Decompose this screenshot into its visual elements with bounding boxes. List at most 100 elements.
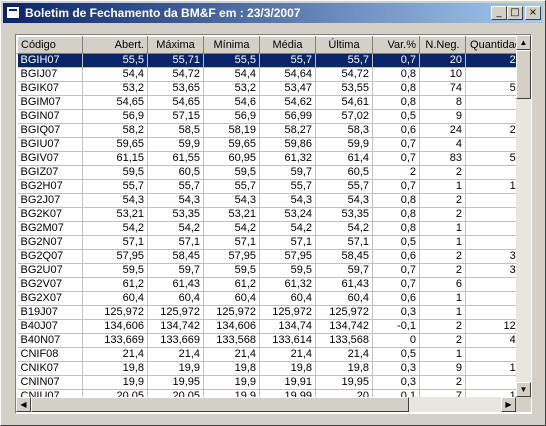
- table-cell: 1: [419, 305, 466, 320]
- table-cell: 0,6: [372, 291, 420, 306]
- close-button[interactable]: ×: [525, 6, 541, 20]
- table-cell: 0,8: [372, 81, 420, 96]
- table-cell: 57,02: [315, 109, 373, 124]
- data-grid[interactable]: Código Abert. Máxima Mínima Média Última Var.%…: [17, 36, 516, 397]
- table-cell: 4: [419, 137, 466, 152]
- table-cell: 133,669: [82, 333, 148, 348]
- quotes-table: Código Abert. Máxima Mínima Média Última Var.%…: [17, 36, 516, 397]
- table-cell: 60,95: [203, 151, 260, 166]
- table-cell: 83: [419, 151, 466, 166]
- table-cell: 9: [419, 109, 466, 124]
- table-cell: 0,3: [372, 361, 420, 376]
- horizontal-scrollbar[interactable]: ◀ ▶: [16, 397, 516, 412]
- column-header[interactable]: Última: [315, 36, 373, 54]
- table-cell: 56,9: [82, 109, 148, 124]
- table-cell: 210: [465, 123, 516, 138]
- table-row[interactable]: B19J07 125,972 125,972 125,972 125,972 125,97…: [17, 305, 516, 320]
- column-header[interactable]: Média: [259, 36, 316, 54]
- table-cell: CNIN07: [17, 375, 83, 390]
- table-cell: 1: [419, 179, 466, 194]
- table-cell: 33: [465, 95, 516, 110]
- table-cell: 15: [465, 221, 516, 236]
- vertical-scrollbar[interactable]: ▲ ▼: [516, 35, 531, 397]
- table-cell: 0,8: [372, 67, 420, 82]
- table-row[interactable]: B40N07 133,669 133,669 133,568 133,614 133,56…: [17, 333, 516, 348]
- table-cell: 57,1: [315, 235, 373, 250]
- minimize-button[interactable]: _: [491, 6, 507, 20]
- table-cell: 61,2: [203, 277, 260, 292]
- table-cell: 54,65: [147, 95, 204, 110]
- table-cell: 54,3: [259, 193, 316, 208]
- app-icon[interactable]: [6, 6, 20, 19]
- table-cell: 9: [419, 361, 466, 376]
- table-cell: 54,2: [147, 221, 204, 236]
- table-cell: 1295: [465, 319, 516, 334]
- table-cell: 54,72: [315, 67, 373, 82]
- table-cell: 57,95: [82, 249, 148, 264]
- table-cell: 60,4: [147, 291, 204, 306]
- table-cell: 125,972: [315, 305, 373, 320]
- table-cell: 58,27: [259, 123, 316, 138]
- table-cell: 54,2: [315, 221, 373, 236]
- scroll-up-arrow-icon[interactable]: ▲: [516, 35, 531, 50]
- table-cell: 125,972: [203, 305, 260, 320]
- table-row[interactable]: B40J07 134,606 134,742 134,606 134,74 134,742…: [17, 319, 516, 334]
- column-header[interactable]: Mínima: [203, 36, 260, 54]
- table-cell: 19,9: [203, 375, 260, 390]
- column-header[interactable]: Código: [17, 36, 83, 54]
- horizontal-scroll-thumb[interactable]: [31, 397, 409, 412]
- maximize-button[interactable]: □: [507, 6, 523, 20]
- title-bar[interactable]: Boletim de Fechamento da BM&F em : 23/3/…: [3, 3, 543, 23]
- column-header[interactable]: Máxima: [147, 36, 204, 54]
- table-cell: CNIF08: [17, 347, 83, 362]
- table-cell: 5: [465, 165, 516, 180]
- table-cell: 20: [315, 389, 373, 397]
- table-cell: 54,2: [259, 221, 316, 236]
- table-cell: 95: [465, 109, 516, 124]
- header-row: Código Abert. Máxima Mínima Média Última Var.%…: [17, 36, 516, 54]
- column-header[interactable]: Quantidade: [465, 36, 516, 54]
- table-cell: 21,4: [259, 347, 316, 362]
- column-header[interactable]: Abert.: [82, 36, 148, 54]
- table-cell: 59,5: [82, 165, 148, 180]
- table-cell: 59,7: [147, 263, 204, 278]
- table-cell: 57,1: [259, 235, 316, 250]
- table-cell: 20: [419, 53, 466, 68]
- scroll-down-arrow-icon[interactable]: ▼: [516, 382, 531, 397]
- scroll-left-arrow-icon[interactable]: ◀: [16, 397, 31, 412]
- scroll-right-arrow-icon[interactable]: ▶: [501, 397, 516, 412]
- table-cell: 54,72: [147, 67, 204, 82]
- table-cell: 19,8: [203, 361, 260, 376]
- column-header[interactable]: Var.%: [372, 36, 420, 54]
- table-cell: 133,568: [203, 333, 260, 348]
- table-cell: 53,47: [259, 81, 316, 96]
- table-cell: 59,5: [82, 263, 148, 278]
- table-cell: 20,05: [147, 389, 204, 397]
- table-cell: 58,2: [82, 123, 148, 138]
- column-header[interactable]: N.Neg.: [419, 36, 466, 54]
- table-cell: 1: [419, 221, 466, 236]
- vertical-scroll-thumb[interactable]: [516, 50, 531, 99]
